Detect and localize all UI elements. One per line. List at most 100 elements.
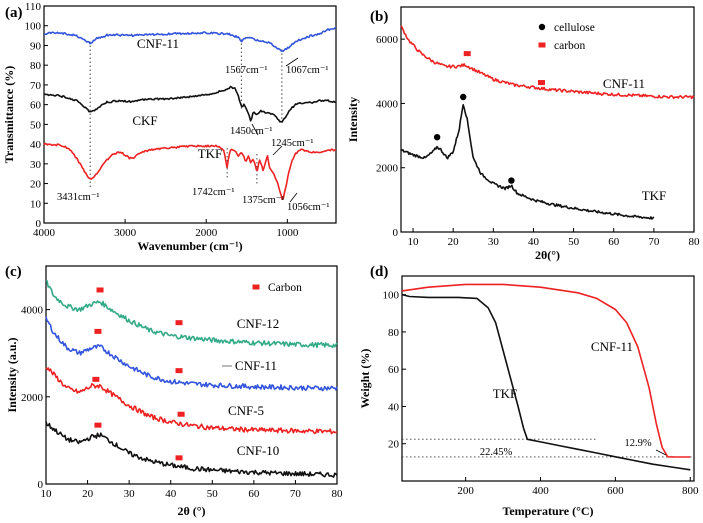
series-line-cnf-11 [43, 26, 337, 52]
y-tick-label: 110 [25, 1, 42, 13]
carbon-marker [92, 376, 100, 382]
x-tick-label: 80 [332, 488, 344, 500]
y-tick-label: 40 [30, 139, 42, 151]
plot-frame [401, 275, 695, 482]
curve-label-tkf: TKF [493, 386, 518, 401]
carbon-marker [96, 287, 104, 293]
x-tick-label: 800 [682, 485, 699, 497]
panel-b: 10 20 30 40 50 60 70 80 0 2000 4000 6000 2θ(°) Intens… [346, 6, 701, 262]
x-tick-label: 200 [457, 485, 474, 497]
annotation-12-9: 12.9% [624, 438, 651, 449]
legend-label-cellulose: cellulose [554, 22, 595, 34]
x-axis-label: Temperature (°C) [502, 504, 593, 518]
x-axis-label: Wavenumber (cm⁻¹) [137, 239, 242, 253]
y-tick-label: 40 [388, 401, 400, 413]
curve-label-cnf-11: CNF-11 [591, 339, 633, 354]
y-axis-label: Intensity [346, 97, 360, 142]
y-tick-label: 0 [36, 218, 42, 230]
y-tick-label: 10 [30, 198, 42, 210]
curve-label-cnf-12: CNF-12 [237, 316, 280, 331]
annotation-1375: 1375cm⁻¹ [242, 195, 285, 206]
y-tick-label: 20 [30, 179, 42, 191]
y-axis-label: Transmittance (%) [2, 66, 16, 163]
x-tick-label: 20 [82, 488, 94, 500]
x-tick-label: 2000 [195, 227, 218, 239]
x-tick-label: 40 [528, 236, 540, 248]
x-tick-label: 60 [608, 236, 620, 248]
curve-label-cnf-5: CNF-5 [228, 403, 264, 418]
x-tick-label: 400 [532, 485, 549, 497]
annotation-1567: 1567cm⁻¹ [225, 65, 268, 76]
series-line-ckf [43, 85, 337, 123]
curve-label-cnf-11: CNF-11 [137, 36, 179, 51]
x-tick-label: 30 [124, 488, 136, 500]
x-tick-label: 70 [648, 236, 660, 248]
y-tick-label: 90 [30, 40, 42, 52]
annotation-1067: 1067cm⁻¹ [286, 65, 329, 76]
panel-c: 10 20 30 40 50 60 70 80 0 2000 4000 2θ (°) Intensity… [5, 264, 343, 518]
series-line-cnf-11 [45, 316, 338, 392]
carbon-marker [175, 320, 183, 326]
x-tick-label: 10 [408, 236, 420, 248]
annotation-1245: 1245cm⁻¹ [271, 138, 314, 149]
carbon-marker [463, 51, 471, 57]
curve-label-cnf-11: CNF-11 [235, 358, 277, 373]
x-tick-label: 30 [488, 236, 500, 248]
legend-carbon-marker [252, 284, 260, 290]
y-tick-label: 20 [388, 439, 400, 451]
panel-label-d: (d) [370, 264, 388, 280]
carbon-marker [94, 328, 102, 334]
carbon-marker [175, 368, 183, 374]
y-tick-label: 70 [30, 80, 42, 92]
y-tick-label: 0 [393, 227, 399, 239]
cellulose-marker [433, 133, 441, 141]
x-tick-label: 80 [689, 236, 701, 248]
plot-frame [45, 265, 338, 485]
curve-label-cnf-10: CNF-10 [237, 443, 280, 458]
x-tick-label: 40 [165, 488, 177, 500]
x-tick-label: 50 [568, 236, 580, 248]
legend-cellulose-marker [538, 23, 546, 31]
curve-label-tkf: TKF [642, 188, 667, 203]
x-tick-label: 1000 [276, 227, 299, 239]
series-line-cnf-10 [45, 421, 338, 478]
y-tick-label: 50 [30, 119, 42, 131]
carbon-marker [94, 422, 102, 428]
x-axis-label: 2θ (°) [177, 504, 205, 518]
legend-label-carbon: carbon [554, 40, 586, 52]
series-line-cnf-11 [400, 25, 695, 100]
curve-label-cnf-11: CNF-11 [603, 76, 645, 91]
x-tick-label: 60 [248, 488, 260, 500]
x-tick-label: 4000 [33, 227, 56, 239]
carbon-marker [537, 80, 545, 86]
series-line-cnf-12 [45, 280, 338, 349]
y-tick-label: 100 [25, 21, 42, 33]
x-tick-label: 600 [607, 485, 624, 497]
annotation-1742: 1742cm⁻¹ [192, 187, 235, 198]
x-tick-label: 10 [41, 488, 53, 500]
y-axis-label: Weight (%) [358, 349, 372, 409]
y-tick-label: 0 [38, 479, 44, 491]
x-tick-label: 20 [448, 236, 460, 248]
annotation-3431: 3431cm⁻¹ [57, 192, 100, 203]
legend-carbon-marker [538, 42, 546, 48]
annotation-pointer [655, 449, 667, 456]
x-tick-label: 3000 [114, 227, 137, 239]
y-tick-label: 4000 [21, 305, 44, 317]
annotation-pointer [289, 192, 298, 203]
y-tick-label: 60 [388, 364, 400, 376]
panel-label-b: (b) [370, 9, 388, 25]
y-axis-label: Intensity (a.u.) [5, 337, 19, 412]
curve-label-ckf: CKF [132, 113, 157, 128]
y-tick-label: 2000 [376, 163, 399, 175]
legend-label-carbon: Carbon [268, 282, 302, 294]
y-tick-label: 2000 [21, 392, 44, 404]
carbon-marker [175, 455, 183, 461]
x-tick-label: 70 [290, 488, 302, 500]
y-tick-label: 100 [383, 290, 400, 302]
carbon-marker [177, 411, 185, 417]
y-tick-label: 4000 [376, 98, 399, 110]
cellulose-marker [508, 177, 515, 184]
series-line-tkf [43, 142, 337, 200]
